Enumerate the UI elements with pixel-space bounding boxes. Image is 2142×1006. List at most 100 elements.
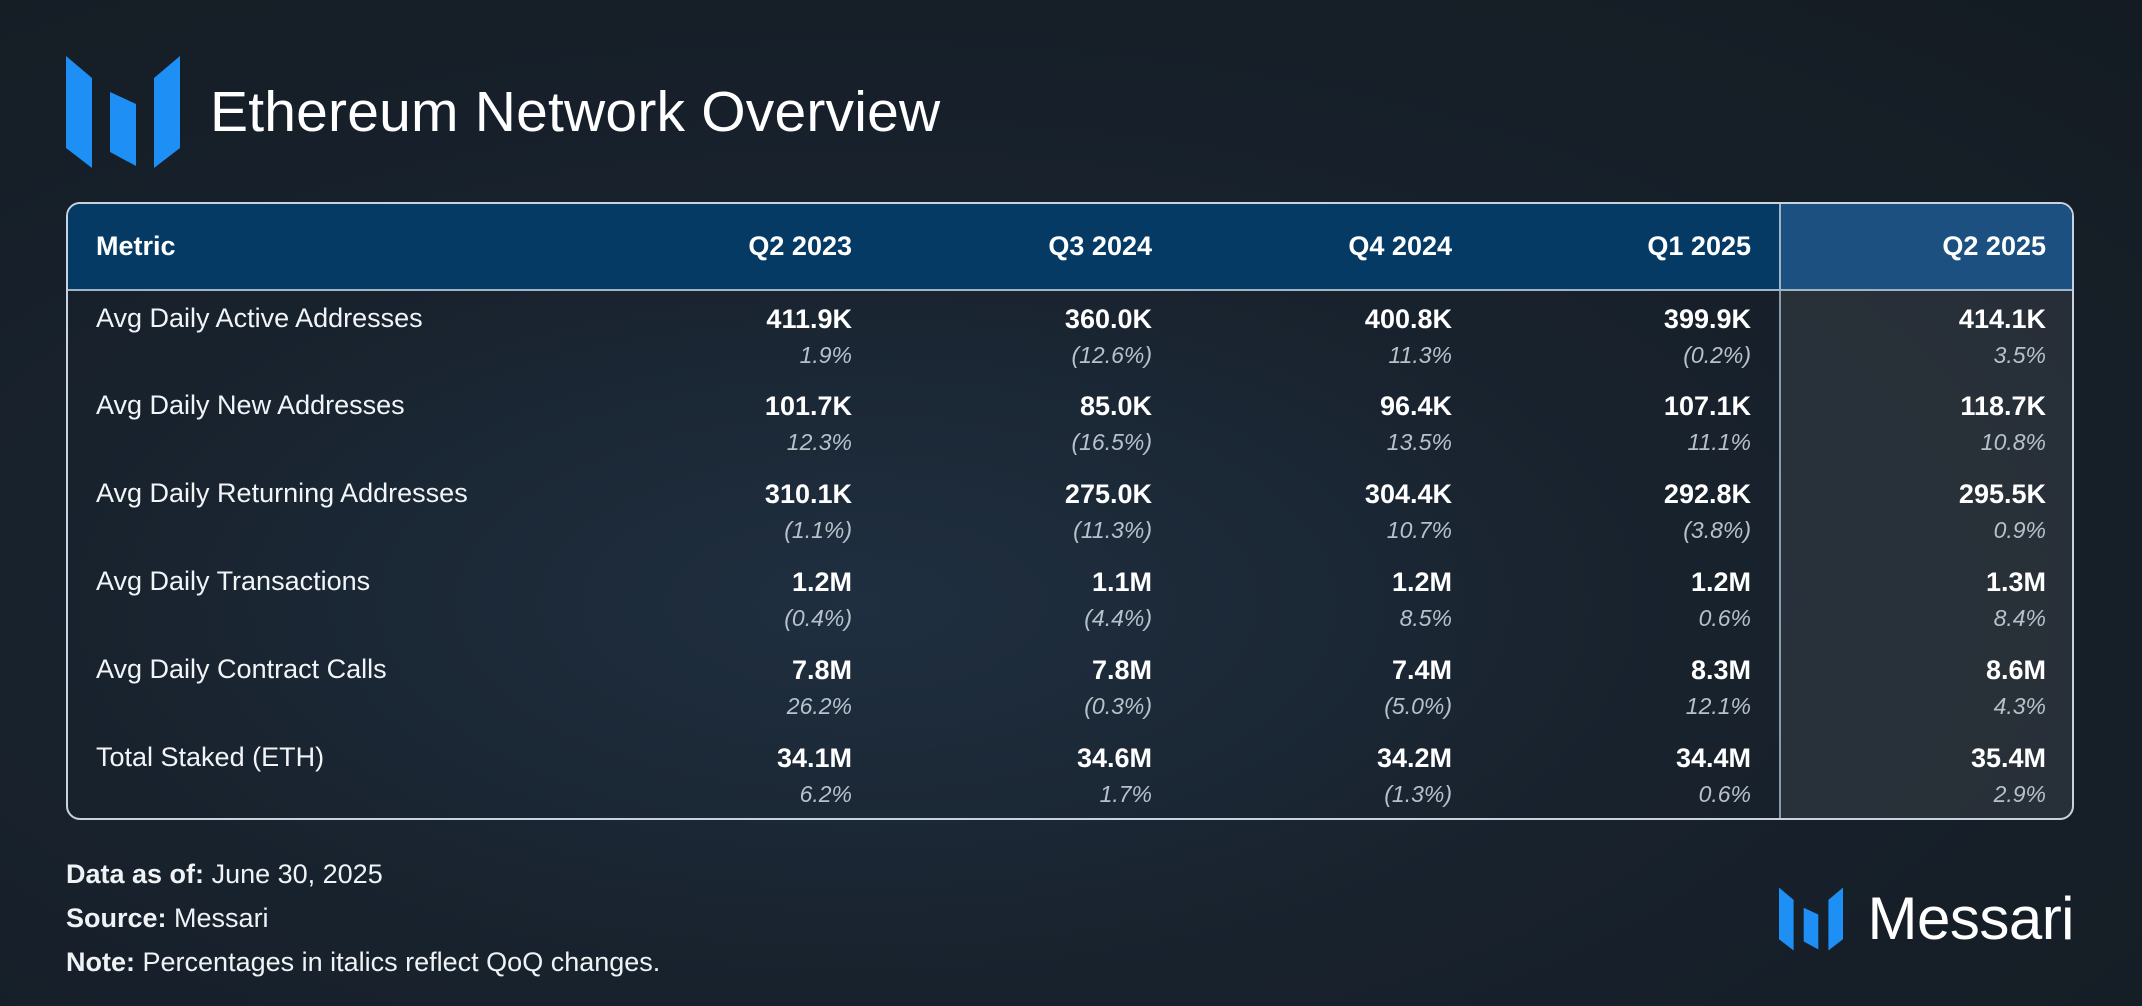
- qoq-change: (0.3%): [1084, 693, 1152, 719]
- table-cell: 107.1K 11.1%: [1480, 378, 1780, 466]
- footer: Data as of: June 30, 2025 Source: Messar…: [66, 852, 660, 984]
- metric-label: Avg Daily New Addresses: [96, 390, 405, 420]
- header: Ethereum Network Overview: [66, 56, 940, 168]
- table-cell: 35.4M 2.9%: [1779, 730, 2072, 818]
- qoq-change: 0.9%: [1993, 517, 2046, 543]
- table-row: Avg Daily New Addresses 101.7K 12.3% 85.0K (…: [68, 378, 2072, 466]
- note-label: Note:: [66, 947, 135, 977]
- table-cell: 399.9K (0.2%): [1480, 290, 1780, 378]
- table-cell: 7.8M 26.2%: [580, 642, 880, 730]
- messari-logo-icon: [1779, 887, 1844, 950]
- table-cell: 292.8K (3.8%): [1480, 466, 1780, 554]
- table-cell: 34.1M 6.2%: [580, 730, 880, 818]
- source-value: Messari: [174, 903, 269, 933]
- table-row: Total Staked (ETH) 34.1M 6.2% 34.6M 1.7% 34.2…: [68, 730, 2072, 818]
- metric-value: 1.2M: [1690, 567, 1751, 597]
- metric-label: Avg Daily Returning Addresses: [96, 478, 468, 508]
- qoq-change: (11.3%): [1073, 517, 1152, 543]
- qoq-change: 12.1%: [1685, 693, 1751, 719]
- metric-value: 7.8M: [791, 655, 852, 685]
- qoq-change: (0.2%): [1683, 342, 1751, 368]
- table-cell: 1.1M (4.4%): [880, 554, 1180, 642]
- metric-value: 8.3M: [1690, 655, 1751, 685]
- metric-value: 8.6M: [1985, 655, 2046, 685]
- metric-value: 96.4K: [1379, 391, 1452, 421]
- table-row: Avg Daily Returning Addresses 310.1K (1.1%…: [68, 466, 2072, 554]
- table-cell: 304.4K 10.7%: [1180, 466, 1480, 554]
- metric-value: 400.8K: [1364, 304, 1452, 334]
- qoq-change: (0.4%): [784, 605, 852, 631]
- table-cell: 8.6M 4.3%: [1779, 642, 2072, 730]
- metric-value: 414.1K: [1958, 304, 2046, 334]
- messari-logo-icon: [66, 56, 180, 168]
- table-row: Avg Daily Contract Calls 7.8M 26.2% 7.8M (0.…: [68, 642, 2072, 730]
- table-cell: 1.2M (0.4%): [580, 554, 880, 642]
- note-line: Note: Percentages in italics reflect QoQ…: [66, 940, 660, 984]
- metric-label: Avg Daily Active Addresses: [96, 303, 423, 333]
- qoq-change: 0.6%: [1698, 781, 1751, 807]
- qoq-change: 1.9%: [799, 342, 852, 368]
- metric-value: 399.9K: [1663, 304, 1751, 334]
- table-cell: 414.1K 3.5%: [1779, 290, 2072, 378]
- table-cell: 118.7K 10.8%: [1779, 378, 2072, 466]
- metric-value: 1.1M: [1091, 567, 1152, 597]
- qoq-change: 2.9%: [1993, 781, 2046, 807]
- column-header: Q2 2023: [580, 204, 880, 291]
- qoq-change: 10.7%: [1386, 517, 1452, 543]
- table-row: Avg Daily Transactions 1.2M (0.4%) 1.1M (4.4…: [68, 554, 2072, 642]
- qoq-change: 0.6%: [1698, 605, 1751, 631]
- qoq-change: 4.3%: [1993, 693, 2046, 719]
- metric-label: Avg Daily Contract Calls: [96, 654, 387, 684]
- table-header-row: Metric Q2 2023 Q3 2024 Q4 2024 Q1 2025 Q…: [68, 204, 2072, 291]
- table-cell: 7.4M (5.0%): [1180, 642, 1480, 730]
- metric-value: 1.3M: [1985, 567, 2046, 597]
- table-cell: 411.9K 1.9%: [580, 290, 880, 378]
- table-row: Avg Daily Active Addresses 411.9K 1.9% 360.…: [68, 290, 2072, 378]
- metric-value: 295.5K: [1958, 479, 2046, 509]
- table-cell: 1.2M 8.5%: [1180, 554, 1480, 642]
- table-cell: 34.2M (1.3%): [1180, 730, 1480, 818]
- column-header: Q1 2025: [1480, 204, 1780, 291]
- metric-label: Total Staked (ETH): [96, 742, 325, 772]
- metric-value: 118.7K: [1960, 391, 2046, 421]
- table-cell: 34.4M 0.6%: [1480, 730, 1780, 818]
- table-body: Avg Daily Active Addresses 411.9K 1.9% 360.…: [68, 290, 2072, 818]
- qoq-change: (1.3%): [1384, 781, 1452, 807]
- metric-value: 34.1M: [776, 743, 852, 773]
- metric-value: 310.1K: [764, 479, 852, 509]
- qoq-change: 8.4%: [1993, 605, 2046, 631]
- table-cell: 360.0K (12.6%): [880, 290, 1180, 378]
- table-cell: 7.8M (0.3%): [880, 642, 1180, 730]
- qoq-change: 13.5%: [1386, 429, 1452, 455]
- source-line: Source: Messari: [66, 896, 660, 940]
- table-cell: 96.4K 13.5%: [1180, 378, 1480, 466]
- qoq-change: (4.4%): [1084, 605, 1152, 631]
- metric-value: 1.2M: [791, 567, 852, 597]
- table-cell: 295.5K 0.9%: [1779, 466, 2072, 554]
- qoq-change: 6.2%: [799, 781, 852, 807]
- metric-value: 7.4M: [1391, 655, 1452, 685]
- metrics-table: Metric Q2 2023 Q3 2024 Q4 2024 Q1 2025 Q…: [66, 202, 2074, 820]
- metric-value: 1.2M: [1391, 567, 1452, 597]
- metric-value: 34.6M: [1076, 743, 1152, 773]
- data-date-line: Data as of: June 30, 2025: [66, 852, 660, 896]
- qoq-change: (5.0%): [1384, 693, 1452, 719]
- metric-value: 35.4M: [1970, 743, 2046, 773]
- qoq-change: 1.7%: [1099, 781, 1152, 807]
- table-cell: 400.8K 11.3%: [1180, 290, 1480, 378]
- qoq-change: (16.5%): [1071, 429, 1152, 455]
- brand-logo: Messari: [1779, 884, 2074, 953]
- table-cell: 34.6M 1.7%: [880, 730, 1180, 818]
- qoq-change: (3.8%): [1683, 517, 1751, 543]
- metric-value: 304.4K: [1364, 479, 1452, 509]
- qoq-change: 12.3%: [786, 429, 852, 455]
- table-cell: 275.0K (11.3%): [880, 466, 1180, 554]
- metric-value: 292.8K: [1663, 479, 1751, 509]
- qoq-change: 11.1%: [1687, 429, 1751, 455]
- brand-name: Messari: [1867, 885, 2074, 952]
- metric-value: 101.7K: [764, 391, 852, 421]
- metric-label: Avg Daily Transactions: [96, 566, 371, 596]
- table-cell: 310.1K (1.1%): [580, 466, 880, 554]
- metric-value: 34.4M: [1675, 743, 1751, 773]
- column-header: Q3 2024: [880, 204, 1180, 291]
